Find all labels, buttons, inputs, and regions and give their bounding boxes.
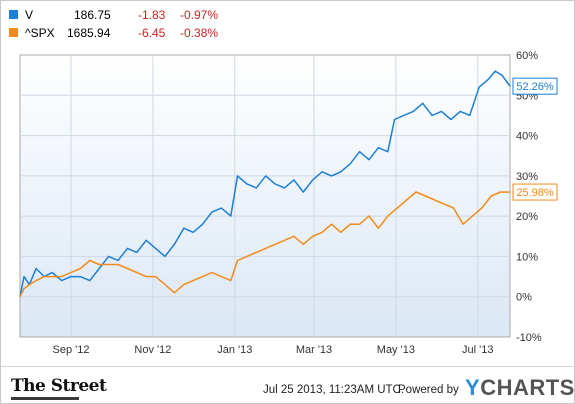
- series-lines: [19, 70, 511, 298]
- y-tick-label: 30%: [516, 171, 538, 183]
- series-line-spx[interactable]: [19, 191, 511, 298]
- y-tick-label: 10%: [516, 251, 538, 263]
- legend-swatch-v: [9, 10, 18, 19]
- x-tick-label: Nov '12: [134, 344, 171, 356]
- ycharts-logo[interactable]: YCHARTS: [465, 375, 575, 401]
- end-label-text: 52.26%: [516, 81, 554, 93]
- legend-symbol-v: V: [25, 8, 34, 22]
- x-axis-ticks: Sep '12 Nov '12 Jan '13 Mar '13 May '13 Jul '…: [53, 344, 494, 356]
- end-labels: 52.26% 25.98%: [512, 77, 558, 201]
- legend-symbol-spx: ^SPX: [25, 26, 55, 40]
- end-label-spx: 25.98%: [512, 183, 558, 201]
- y-tick-label: 20%: [516, 211, 538, 223]
- ycharts-logo-rest: CHARTS: [480, 375, 575, 400]
- powered-by-text: Powered by: [398, 384, 459, 396]
- end-label-v: 52.26%: [512, 77, 558, 95]
- x-tick-label: Jul '13: [462, 344, 493, 356]
- x-tick-label: Jan '13: [217, 344, 252, 356]
- legend-swatch-spx: [9, 28, 18, 37]
- x-tick-label: Mar '13: [296, 344, 332, 356]
- legend-change-spx: -6.45: [138, 26, 166, 40]
- plot-area: [19, 54, 511, 338]
- line-chart: 60%50%40%30%20%10%0%-10% Sep '12 Nov '12 J…: [19, 50, 558, 356]
- y-axis-ticks: 60%50%40%30%20%10%0%-10%: [516, 50, 542, 344]
- end-label-text: 25.98%: [516, 187, 554, 199]
- y-tick-label: 40%: [516, 131, 538, 143]
- x-tick-label: May '13: [377, 344, 415, 356]
- legend-price-v: 186.75: [74, 8, 111, 22]
- thestreet-logo-underline: [11, 397, 79, 400]
- end-label-box: [512, 77, 558, 95]
- footer-bar: The Street Jul 25 2013, 11:23AM UTC. Pow…: [1, 366, 574, 404]
- ycharts-logo-y: Y: [465, 375, 481, 400]
- timestamp: Jul 25 2013, 11:23AM UTC.: [263, 384, 405, 396]
- x-tick-label: Sep '12: [53, 344, 90, 356]
- y-tick-label: 0%: [516, 292, 532, 304]
- y-tick-label: -10%: [516, 332, 542, 344]
- legend-price-spx: 1685.94: [67, 26, 111, 40]
- legend-pct-v: -0.97%: [180, 8, 219, 22]
- y-tick-label: 60%: [516, 50, 538, 62]
- end-label-box: [512, 183, 558, 201]
- legend-change-v: -1.83: [138, 8, 166, 22]
- series-line-v[interactable]: [19, 70, 511, 297]
- legend-pct-spx: -0.38%: [180, 26, 219, 40]
- thestreet-logo: The Street: [11, 376, 107, 396]
